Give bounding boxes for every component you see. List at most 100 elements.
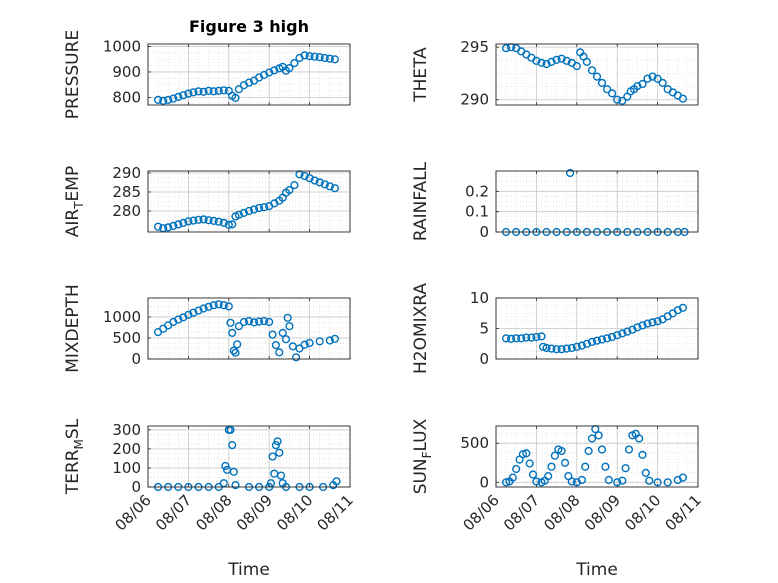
data-point: [602, 85, 612, 94]
data-point: [678, 473, 688, 482]
data-point: [532, 477, 541, 486]
data-point: [305, 174, 314, 183]
y-tick-label: 0.1: [465, 203, 489, 221]
data-point: [507, 334, 516, 344]
data-point: [244, 78, 254, 87]
x-tick-label: 08/10: [621, 491, 664, 534]
data-point: [562, 344, 571, 353]
data-point: [224, 220, 233, 229]
data-point: [315, 53, 324, 62]
axes-box: [495, 170, 699, 233]
data-point: [320, 180, 329, 189]
y-tick-label: 0: [131, 350, 141, 368]
data-point: [194, 87, 203, 96]
data-point: [260, 317, 269, 326]
data-point: [204, 86, 213, 95]
data-point: [219, 218, 228, 228]
subplot-rainfall: 0 0.1 0.2 RAINFALL: [411, 161, 699, 241]
data-point: [285, 322, 294, 331]
data-point: [275, 348, 284, 357]
series-markers: [154, 170, 340, 233]
data-point: [214, 300, 223, 309]
series-markers: [154, 51, 340, 106]
data-point: [184, 89, 193, 98]
data-point: [587, 337, 597, 347]
data-point: [305, 52, 314, 61]
data-point: [633, 323, 642, 332]
y-tick-label: 0.2: [465, 182, 489, 200]
data-point: [557, 446, 566, 456]
y-tick-label: 290: [460, 91, 489, 109]
y-tick-label: 0: [479, 350, 489, 368]
data-point: [653, 74, 662, 83]
data-point: [194, 306, 203, 315]
data-point: [239, 317, 249, 327]
data-point: [634, 434, 644, 443]
data-point: [577, 475, 587, 485]
data-point: [310, 52, 319, 61]
data-point: [276, 471, 286, 480]
data-point: [528, 470, 538, 479]
y-tick-label: 1000: [103, 38, 141, 56]
data-point: [209, 301, 218, 310]
data-point: [581, 462, 590, 471]
data-point: [231, 93, 240, 103]
data-point: [234, 322, 244, 331]
y-tick-label: 500: [112, 329, 141, 347]
axes-box: [147, 425, 351, 488]
data-point: [300, 51, 309, 60]
data-point: [552, 345, 561, 354]
data-point: [285, 186, 294, 195]
data-point: [224, 302, 233, 311]
data-point: [572, 342, 581, 351]
data-point: [565, 168, 575, 178]
y-axis-label: TERRMSL: [63, 418, 86, 495]
data-point: [233, 340, 242, 349]
data-point: [320, 53, 329, 63]
data-point: [199, 304, 208, 313]
data-point: [260, 203, 269, 212]
data-point: [275, 448, 284, 457]
axes-box: [495, 297, 699, 360]
data-point: [292, 353, 301, 362]
data-point: [209, 216, 218, 226]
data-point: [522, 449, 531, 458]
data-point: [567, 477, 576, 486]
data-point: [638, 450, 647, 460]
y-tick-label: 10: [470, 289, 489, 307]
data-point: [271, 441, 281, 450]
axes-box: [147, 43, 351, 106]
data-point: [613, 95, 622, 104]
data-point: [663, 478, 672, 487]
data-point: [250, 205, 259, 214]
data-point: [154, 95, 163, 105]
data-point: [648, 318, 657, 327]
data-point: [209, 87, 218, 96]
data-point: [174, 92, 183, 102]
data-point: [518, 450, 528, 459]
data-point: [278, 328, 287, 338]
data-point: [577, 341, 587, 350]
data-point: [204, 302, 213, 311]
series-markers: [502, 303, 688, 354]
data-point: [194, 215, 203, 224]
data-point: [164, 223, 173, 232]
data-point: [638, 79, 647, 89]
data-point: [537, 58, 546, 68]
data-point: [594, 431, 603, 440]
data-point: [330, 55, 340, 64]
data-point: [219, 301, 228, 310]
data-point: [204, 216, 213, 225]
data-point: [502, 334, 511, 343]
x-tick-label: 08/07: [500, 491, 543, 534]
series-markers: [502, 425, 688, 487]
data-point: [300, 171, 309, 181]
data-point: [290, 58, 299, 68]
data-point: [229, 346, 238, 355]
data-point: [550, 451, 560, 460]
y-tick-label: 0: [479, 473, 489, 491]
data-point: [228, 328, 237, 338]
data-point: [542, 59, 551, 69]
